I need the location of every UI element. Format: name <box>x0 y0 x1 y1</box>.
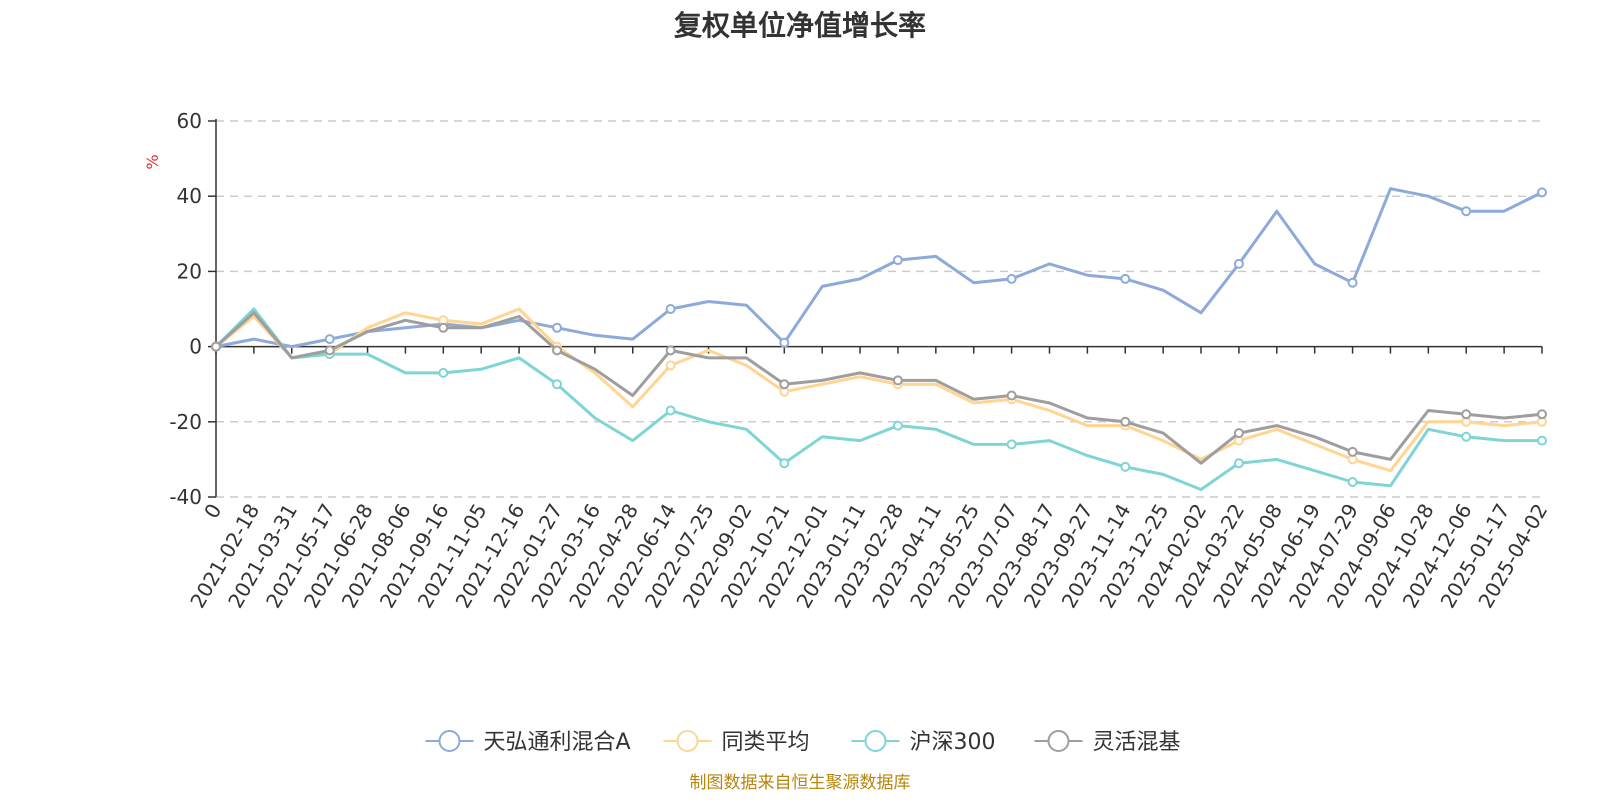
data-point <box>1120 416 1131 427</box>
data-point <box>1537 435 1547 446</box>
legend-label: 同类平均 <box>722 730 810 755</box>
series-0 <box>211 187 1547 352</box>
legend-label: 天弘通利混合A <box>484 730 631 755</box>
y-tick-label: 0 <box>189 335 202 359</box>
data-point <box>1537 187 1547 198</box>
data-point <box>1233 258 1244 269</box>
series-line <box>215 307 1543 473</box>
chart-title: 复权单位净值增长率 <box>673 9 926 42</box>
data-point <box>665 405 676 416</box>
data-point <box>552 345 562 356</box>
y-tick-label: 20 <box>177 259 202 283</box>
series-lines <box>211 187 1547 491</box>
data-point <box>665 360 676 371</box>
series-line <box>215 187 1543 349</box>
data-point <box>552 379 562 390</box>
data-point <box>438 322 449 333</box>
data-point <box>665 345 676 356</box>
data-point <box>892 375 903 386</box>
y-tick-label: 60 <box>177 109 202 133</box>
series-line <box>215 311 1543 465</box>
data-point <box>1347 446 1358 457</box>
data-point <box>779 458 790 469</box>
data-point <box>892 420 903 431</box>
y-axis-unit: % <box>143 154 162 169</box>
legend-item: 沪深300 <box>851 730 996 755</box>
series-3 <box>211 311 1547 465</box>
data-point <box>1461 206 1472 217</box>
legend-marker <box>1047 730 1070 752</box>
legend-marker <box>438 730 461 752</box>
legend-marker <box>676 730 699 752</box>
legend: 天弘通利混合A 同类平均 沪深300 灵活混基 <box>425 730 1181 755</box>
data-point <box>438 367 449 378</box>
data-point <box>324 334 335 345</box>
data-point <box>211 341 221 352</box>
data-point <box>552 322 562 333</box>
data-point <box>1120 273 1131 284</box>
series-1 <box>211 307 1547 473</box>
data-point <box>665 304 676 314</box>
data-point <box>1006 390 1017 401</box>
legend-item: 天弘通利混合A <box>425 730 631 755</box>
y-tick-label: -40 <box>169 485 202 509</box>
data-point <box>1006 273 1017 284</box>
grid-lines <box>216 120 1542 498</box>
x-tick-label: 0 <box>199 500 226 523</box>
data-point <box>1461 409 1472 420</box>
data-point <box>892 255 903 266</box>
data-point <box>1461 431 1472 442</box>
y-tick-label: 40 <box>177 184 202 208</box>
data-point <box>1347 477 1358 487</box>
legend-item: 同类平均 <box>663 730 810 755</box>
axes: -40-200204060%02021-02-182021-03-312021-… <box>143 109 1552 612</box>
legend-marker <box>864 730 887 752</box>
y-tick-label: -20 <box>169 410 202 434</box>
data-point <box>779 337 790 348</box>
data-point <box>1233 428 1244 439</box>
source-note: 制图数据来自恒生聚源数据库 <box>689 773 911 793</box>
data-point <box>1347 277 1358 288</box>
series-line <box>214 307 1542 491</box>
legend-label: 灵活混基 <box>1093 730 1181 755</box>
data-point <box>1120 461 1131 472</box>
data-point <box>1233 458 1244 469</box>
data-point <box>324 345 335 356</box>
legend-label: 沪深300 <box>910 730 996 755</box>
data-point <box>1537 409 1547 420</box>
data-point <box>779 379 790 390</box>
data-point <box>1006 439 1017 450</box>
legend-item: 灵活混基 <box>1034 730 1181 755</box>
series-2 <box>211 307 1547 491</box>
